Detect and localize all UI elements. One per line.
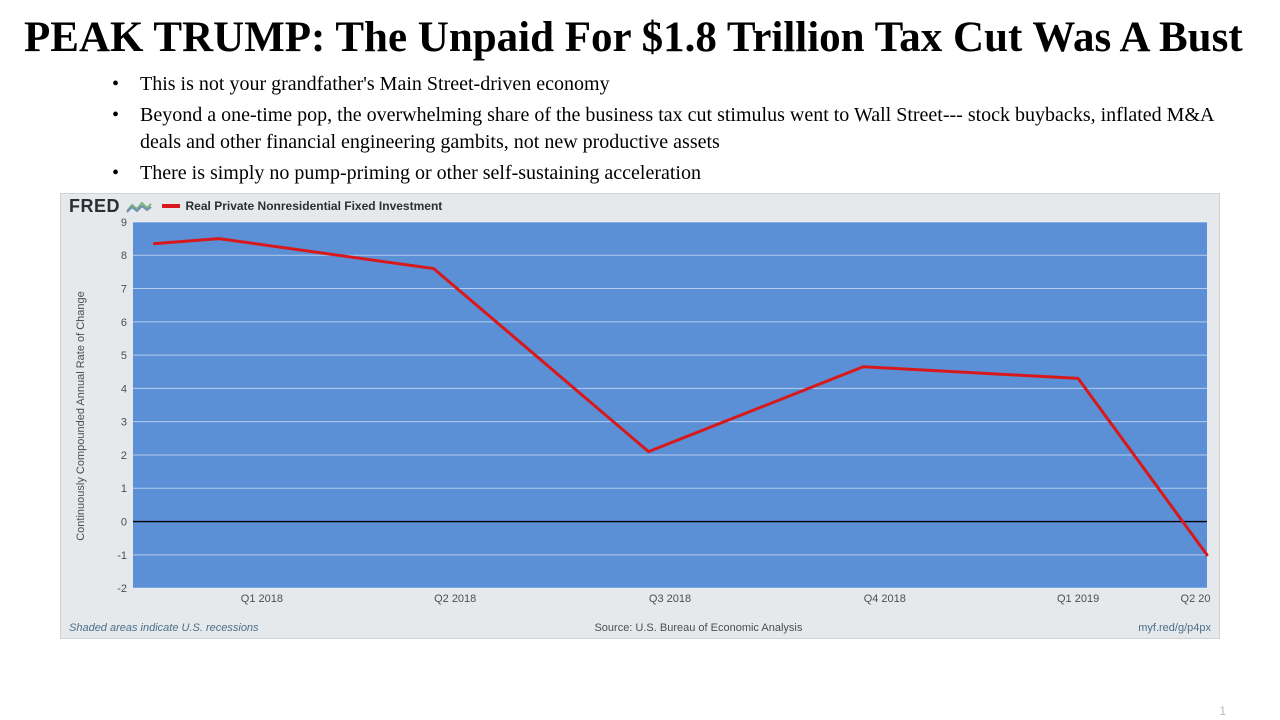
bullet-item: There is simply no pump-priming or other… [112, 160, 1240, 187]
svg-text:5: 5 [121, 350, 127, 362]
y-axis-label: Continuously Compounded Annual Rate of C… [75, 292, 87, 542]
svg-text:2: 2 [121, 450, 127, 462]
footer-link: myf.red/g/p4px [1138, 622, 1211, 634]
svg-text:-1: -1 [117, 550, 127, 562]
chart-legend: Real Private Nonresidential Fixed Invest… [162, 199, 443, 213]
plot-region: -2 -1 0 1 2 3 4 5 6 7 8 9 Q1 2018 Q2 2018 Q3 2018 Q4 20… [103, 218, 1211, 608]
fred-chart: FRED Real Private Nonresidential Fixed I… [60, 193, 1220, 639]
slide-root: PEAK TRUMP: The Unpaid For $1.8 Trillion… [0, 14, 1280, 720]
svg-text:Q1 2019: Q1 2019 [1057, 593, 1099, 605]
bullet-item: This is not your grandfather's Main Stre… [112, 71, 1240, 98]
svg-text:8: 8 [121, 251, 127, 263]
svg-text:3: 3 [121, 417, 127, 429]
fred-logo-text: FRED [69, 196, 120, 216]
fred-logo-icon [126, 201, 152, 213]
svg-text:4: 4 [121, 384, 127, 396]
svg-text:1: 1 [121, 484, 127, 496]
bullet-item: Beyond a one-time pop, the overwhelming … [112, 102, 1240, 156]
svg-text:Q3 2018: Q3 2018 [649, 593, 691, 605]
chart-footer: Shaded areas indicate U.S. recessions So… [69, 622, 1211, 634]
svg-text:9: 9 [121, 218, 127, 229]
chart-header: FRED Real Private Nonresidential Fixed I… [61, 194, 1219, 218]
svg-text:Q1 2018: Q1 2018 [241, 593, 283, 605]
svg-text:Q2 2019: Q2 2019 [1181, 593, 1211, 605]
legend-swatch [162, 204, 180, 208]
footer-source: Source: U.S. Bureau of Economic Analysis [594, 622, 802, 634]
footer-recession-note: Shaded areas indicate U.S. recessions [69, 622, 259, 634]
chart-svg: -2 -1 0 1 2 3 4 5 6 7 8 9 Q1 2018 Q2 2018 Q3 2018 Q4 20… [103, 218, 1211, 608]
svg-text:Q2 2018: Q2 2018 [434, 593, 476, 605]
svg-text:0: 0 [121, 517, 127, 529]
bullet-list: This is not your grandfather's Main Stre… [72, 71, 1240, 187]
svg-text:6: 6 [121, 317, 127, 329]
slide-title: PEAK TRUMP: The Unpaid For $1.8 Trillion… [24, 14, 1256, 61]
legend-label: Real Private Nonresidential Fixed Invest… [186, 199, 443, 213]
svg-text:Q4 2018: Q4 2018 [864, 593, 906, 605]
fred-logo: FRED [69, 196, 152, 217]
svg-text:-2: -2 [117, 583, 127, 595]
page-number: 1 [1219, 704, 1226, 718]
svg-text:7: 7 [121, 284, 127, 296]
